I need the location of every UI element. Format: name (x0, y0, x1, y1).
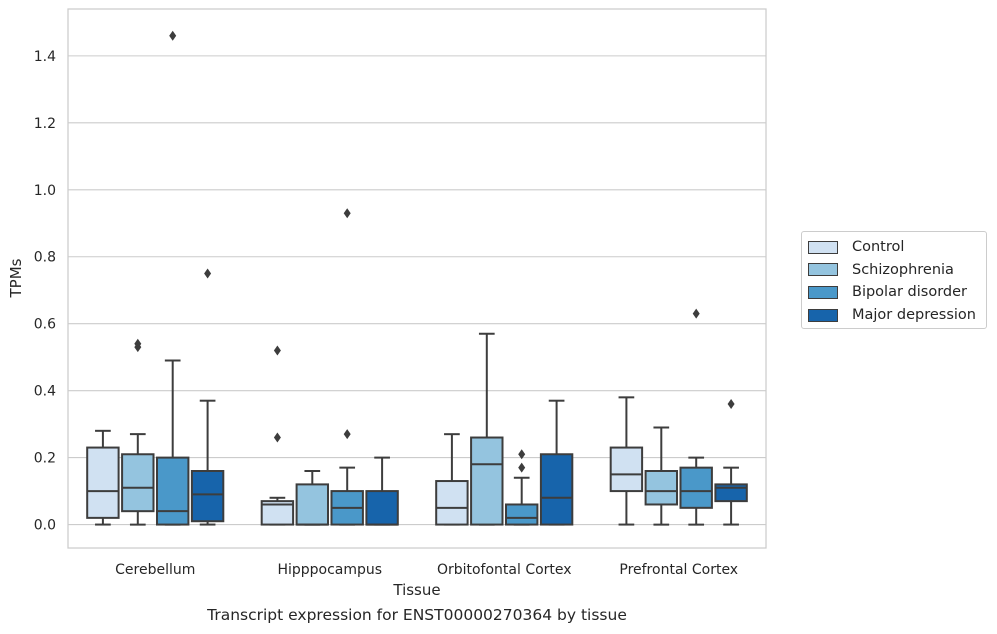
box-2-1-flier-0 (343, 429, 351, 440)
box-1-2-rect (470, 436, 504, 526)
box-0-0-rect (86, 446, 120, 519)
box-1-0-rect (121, 453, 155, 513)
legend-item-control: Control (802, 236, 986, 259)
box-3-0-flier-0 (204, 268, 212, 279)
box-3-2-rect (539, 453, 574, 526)
box-2-0-rect (155, 456, 190, 526)
box-1-0-flier-1 (134, 338, 142, 349)
legend: Control Schizophrenia Bipolar disorder M… (801, 231, 987, 330)
x-tick-label-1: Hipppocampus (277, 562, 382, 578)
y-tick-label-0: 0.0 (34, 518, 56, 534)
box-0-1-rect (260, 500, 295, 526)
y-tick-label-4: 0.8 (34, 250, 56, 266)
legend-swatch-schizophrenia (808, 263, 838, 277)
box-2-0-flier-0 (169, 30, 177, 41)
legend-item-major-depression: Major depression (802, 304, 986, 327)
legend-label-bipolar-disorder: Bipolar disorder (852, 284, 967, 301)
legend-swatch-bipolar-disorder (808, 285, 838, 299)
x-tick-label-3: Prefrontal Cortex (619, 562, 738, 578)
box-2-2-flier-1 (518, 449, 526, 460)
legend-swatch-control (808, 240, 838, 254)
y-axis-label: TPMs (7, 258, 25, 298)
box-3-3-flier-0 (727, 399, 735, 410)
y-tick-label-7: 1.4 (34, 49, 56, 65)
y-tick-label-3: 0.6 (34, 317, 56, 333)
y-tick-label-5: 1.0 (34, 183, 56, 199)
box-0-1-flier-0 (273, 432, 281, 443)
legend-label-major-depression: Major depression (852, 307, 976, 324)
legend-item-bipolar-disorder: Bipolar disorder (802, 281, 986, 304)
x-axis-label: Tissue (392, 581, 440, 599)
legend-swatch-major-depression (808, 308, 838, 322)
box-0-1-flier-1 (273, 345, 281, 356)
y-axis-ticks: 0.0 0.2 0.4 0.6 0.8 1.0 1.2 1.4 (34, 49, 56, 534)
y-tick-label-6: 1.2 (34, 116, 56, 132)
box-2-2-rect (504, 503, 539, 526)
figure-caption: Transcript expression for ENST0000027036… (207, 606, 627, 624)
box-series (86, 30, 748, 526)
y-tick-label-1: 0.2 (34, 451, 56, 467)
legend-item-schizophrenia: Schizophrenia (802, 259, 986, 282)
box-2-2-flier-0 (518, 462, 526, 473)
x-tick-label-2: Orbitofontal Cortex (437, 562, 572, 578)
box-3-1-rect (365, 490, 399, 526)
y-tick-label-2: 0.4 (34, 384, 56, 400)
legend-label-schizophrenia: Schizophrenia (852, 261, 954, 278)
box-2-1-flier-1 (343, 208, 351, 219)
x-tick-label-0: Cerebellum (115, 562, 195, 578)
box-2-3-flier-0 (692, 308, 700, 319)
box-0-3-rect (609, 446, 644, 493)
box-2-3-rect (679, 466, 713, 509)
box-1-3-rect (644, 470, 679, 506)
box-1-1-rect (295, 483, 330, 526)
box-3-0-rect (190, 470, 225, 523)
box-0-2-rect (435, 480, 469, 526)
legend-label-control: Control (852, 239, 905, 256)
x-axis-ticks: Cerebellum Hipppocampus Orbitofontal Corte… (115, 562, 738, 578)
